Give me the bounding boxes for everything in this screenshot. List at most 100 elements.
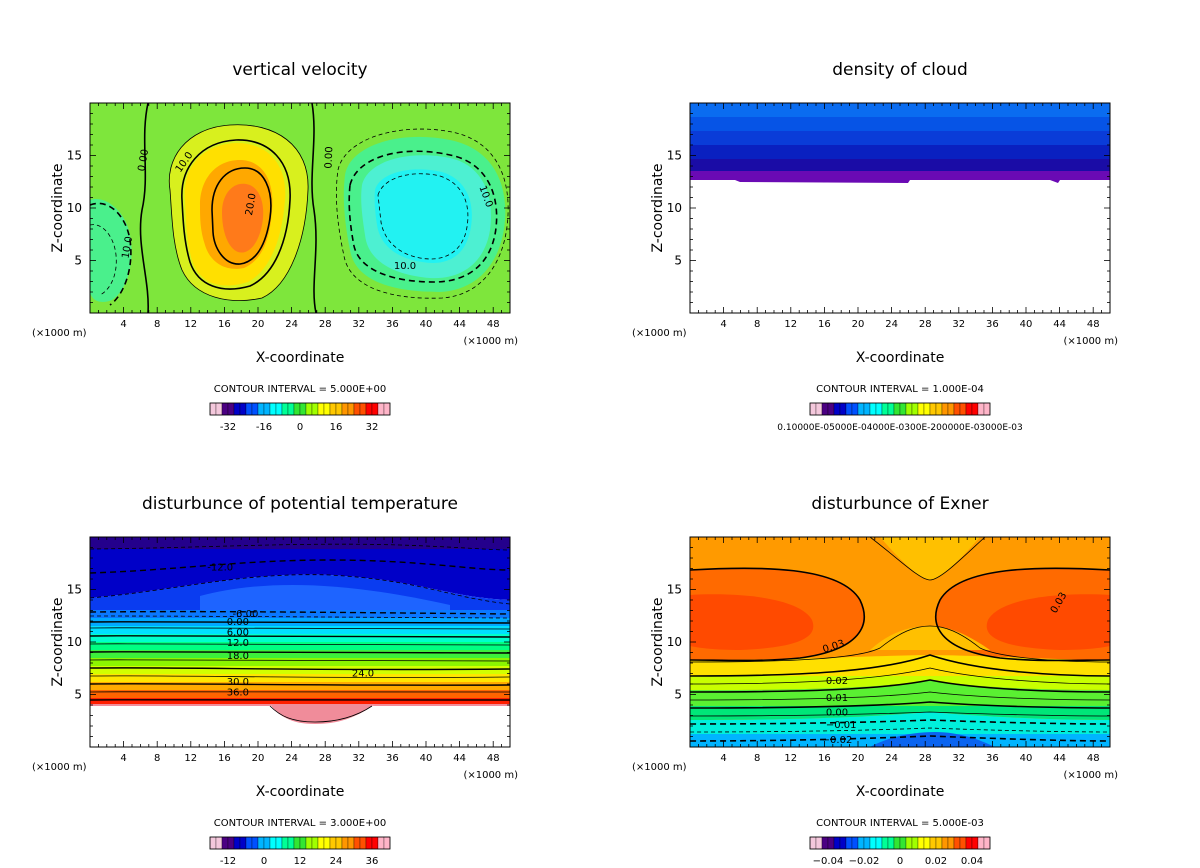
colorbar-cell bbox=[821, 836, 829, 850]
colorbar-cell bbox=[935, 836, 943, 850]
colorbar-cell bbox=[971, 836, 979, 850]
colorbar-frame bbox=[209, 836, 391, 850]
contour-line bbox=[90, 615, 510, 619]
y-tick-label: 15 bbox=[67, 149, 82, 163]
contour-line bbox=[690, 735, 1110, 742]
colorbar-cell bbox=[899, 402, 907, 416]
x-unit-right: (×1000 m) bbox=[1063, 336, 1118, 347]
colorbar-cell bbox=[239, 836, 247, 850]
colorbar-cell bbox=[365, 402, 373, 416]
colorbar: -12 0 12 24 36 bbox=[209, 836, 391, 867]
contour-label: -12.0 bbox=[207, 563, 233, 574]
y-tick-label: 5 bbox=[74, 254, 82, 268]
colorbar-cell bbox=[227, 836, 235, 850]
x-tick-label: 4 bbox=[120, 753, 126, 764]
x-tick-label: 32 bbox=[352, 319, 365, 330]
y-tick-label: 10 bbox=[67, 635, 82, 649]
colorbar-cell bbox=[815, 402, 823, 416]
contour-interval: CONTOUR INTERVAL = 5.000E+00 bbox=[214, 384, 386, 395]
x-tick-label: 32 bbox=[952, 319, 965, 330]
colorbar-cell bbox=[923, 836, 931, 850]
contour-line bbox=[690, 679, 1110, 693]
contour-interval: CONTOUR INTERVAL = 1.000E-04 bbox=[816, 384, 984, 395]
colorbar-cell bbox=[893, 836, 901, 850]
contour-line bbox=[90, 543, 510, 551]
colorbar-cell bbox=[941, 402, 949, 416]
colorbar-cell bbox=[833, 402, 841, 416]
field-vertical-velocity bbox=[90, 103, 510, 313]
contour-zero-left bbox=[139, 103, 149, 313]
colorbar-cell bbox=[941, 836, 949, 850]
colorbar-cell bbox=[923, 402, 931, 416]
contour-interval: CONTOUR INTERVAL = 5.000E-03 bbox=[816, 818, 984, 829]
x-tick-label: 4 bbox=[120, 319, 126, 330]
shade-band bbox=[90, 666, 510, 674]
colorbar-cell bbox=[881, 402, 889, 416]
colorbar-cell bbox=[911, 836, 919, 850]
colorbar-tick-label: 12 bbox=[294, 856, 307, 867]
x-axis-label: X-coordinate bbox=[256, 350, 345, 366]
panel-title: vertical velocity bbox=[232, 60, 367, 80]
contour-label: 0.02 bbox=[826, 676, 848, 687]
shade-band bbox=[90, 658, 510, 666]
x-tick-label: 24 bbox=[285, 753, 298, 764]
x-tick-label: 36 bbox=[986, 753, 999, 764]
colorbar-cell bbox=[869, 402, 877, 416]
shade-saddle-lower bbox=[870, 626, 990, 650]
colorbar-cell bbox=[839, 836, 847, 850]
contour-updraft-20 bbox=[211, 167, 272, 265]
x-tick-label: 8 bbox=[754, 319, 760, 330]
colorbar-cell bbox=[257, 402, 265, 416]
colorbar-cell bbox=[983, 402, 991, 416]
colorbar-cell bbox=[887, 402, 895, 416]
colorbar-cell bbox=[383, 402, 391, 416]
colorbar-cell bbox=[299, 836, 307, 850]
x-tick-label: 12 bbox=[184, 319, 197, 330]
colorbar-cell bbox=[287, 402, 295, 416]
colorbar-cell bbox=[269, 402, 277, 416]
x-tick-label: 28 bbox=[319, 319, 332, 330]
shade-warm-bulge bbox=[90, 704, 510, 724]
x-tick-label: 20 bbox=[252, 319, 265, 330]
x-unit-right: (×1000 m) bbox=[463, 336, 518, 347]
contour-line bbox=[690, 719, 1110, 725]
contour-line bbox=[90, 620, 510, 624]
contour-updraft-outer bbox=[168, 124, 309, 301]
colorbar-cell bbox=[257, 836, 265, 850]
contour-line bbox=[90, 643, 510, 646]
colorbar-cell bbox=[341, 402, 349, 416]
colorbar-frame bbox=[209, 402, 391, 416]
colorbar-cell bbox=[917, 402, 925, 416]
x-tick-label: 20 bbox=[252, 753, 265, 764]
colorbar-cell bbox=[215, 836, 223, 850]
colorbar-tick-label: -12 bbox=[220, 856, 236, 867]
colorbar-tick-label: 0 bbox=[297, 422, 303, 433]
x-tick-label: 44 bbox=[453, 319, 466, 330]
contour-label: 20.0 bbox=[244, 192, 259, 216]
x-axis-label: X-coordinate bbox=[856, 784, 945, 800]
x-tick-label: 28 bbox=[919, 753, 932, 764]
shade-band bbox=[90, 698, 510, 704]
colorbar-cell bbox=[965, 402, 973, 416]
contour-label: 24.0 bbox=[352, 669, 374, 680]
colorbar-cell bbox=[827, 836, 835, 850]
contour-line bbox=[90, 610, 510, 615]
colorbar-tick-label: 0.04 bbox=[961, 856, 983, 867]
shade-band-5 bbox=[690, 159, 1110, 171]
contour-line bbox=[690, 667, 1110, 685]
colorbar-cell bbox=[215, 402, 223, 416]
colorbar-cell bbox=[263, 836, 271, 850]
x-tick-label: 20 bbox=[852, 753, 865, 764]
colorbar-cell bbox=[281, 402, 289, 416]
colorbar-cell bbox=[245, 402, 253, 416]
y-tick-label: 5 bbox=[74, 688, 82, 702]
y-tick-label: 15 bbox=[67, 583, 82, 597]
colorbar-cell bbox=[371, 402, 379, 416]
shade-band bbox=[90, 537, 510, 549]
colorbar-cell bbox=[809, 836, 817, 850]
field-potential-temperature bbox=[90, 537, 510, 747]
contour-line bbox=[690, 625, 1110, 663]
colorbar-cell bbox=[899, 836, 907, 850]
